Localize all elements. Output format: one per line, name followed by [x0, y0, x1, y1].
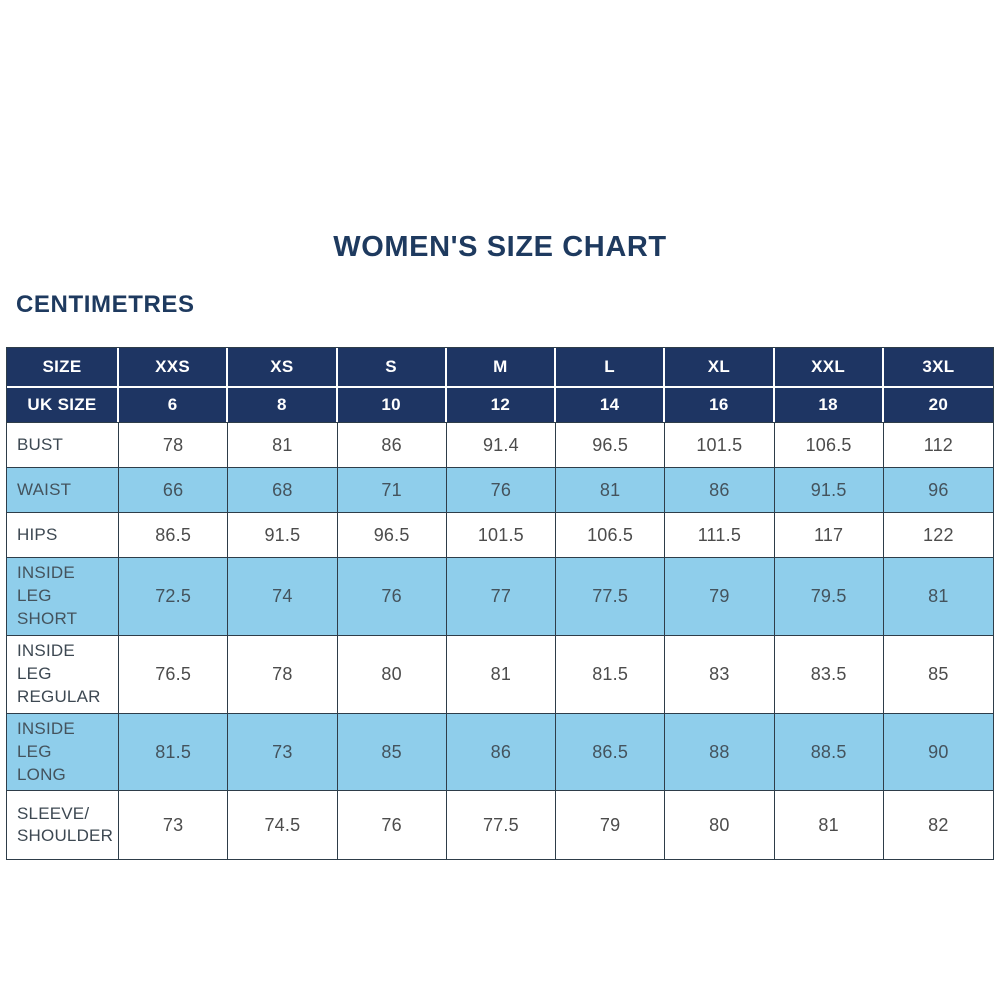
unit-label: CENTIMETRES — [16, 291, 195, 318]
row-label: HIPS — [7, 512, 119, 557]
measurement-value: 88.5 — [774, 712, 884, 791]
measurement-value: 88 — [665, 712, 775, 791]
column-header-xxl: XXL — [774, 348, 884, 388]
measurement-value: 91.5 — [228, 512, 338, 557]
measurement-value: 80 — [337, 634, 447, 713]
measurement-value: 83.5 — [774, 634, 884, 713]
measurement-value: 90 — [883, 712, 993, 791]
table-row: INSIDE LEG LONG 81.5 73 85 86 86.5 88 88.5 90 — [7, 712, 993, 791]
table-row: HIPS 86.5 91.5 96.5 101.5 106.5 111.5 117 122 — [7, 512, 993, 557]
measurement-value: 96 — [883, 467, 993, 512]
measurement-value: 78 — [228, 634, 338, 713]
measurement-value: 81 — [883, 557, 993, 635]
measurement-value: 86.5 — [119, 512, 229, 557]
table-header: SIZE XXS XS S M L XL XXL 3XL UK SIZE 6 8 10 12 14 16 18… — [7, 348, 993, 422]
measurement-value: 71 — [337, 467, 447, 512]
uk-size-value: 20 — [883, 388, 993, 422]
measurement-value: 81 — [556, 467, 666, 512]
uk-size-header-label: UK SIZE — [7, 388, 119, 422]
table-row: INSIDE LEG SHORT 72.5 74 76 77 77.5 79 79.5 81 — [7, 557, 993, 635]
measurement-value: 86 — [665, 467, 775, 512]
measurement-value: 85 — [337, 712, 447, 791]
uk-size-value: 10 — [337, 388, 447, 422]
uk-size-value: 8 — [228, 388, 338, 422]
measurement-value: 83 — [665, 634, 775, 713]
measurement-value: 66 — [119, 467, 229, 512]
measurement-value: 81.5 — [119, 712, 229, 791]
measurement-value: 82 — [883, 790, 993, 860]
size-header-label: SIZE — [7, 348, 119, 388]
measurement-value: 72.5 — [119, 557, 229, 635]
measurement-value: 73 — [228, 712, 338, 791]
measurement-value: 77.5 — [446, 790, 556, 860]
column-header-xxs: XXS — [119, 348, 229, 388]
measurement-value: 111.5 — [665, 512, 775, 557]
column-header-3xl: 3XL — [883, 348, 993, 388]
column-header-xl: XL — [665, 348, 775, 388]
measurement-value: 73 — [119, 790, 229, 860]
size-chart-table: SIZE XXS XS S M L XL XXL 3XL UK SIZE 6 8 10 12 14 16 18… — [6, 347, 994, 861]
measurement-value: 80 — [665, 790, 775, 860]
measurement-value: 78 — [119, 422, 229, 467]
measurement-value: 81 — [446, 634, 556, 713]
measurement-value: 77 — [446, 557, 556, 635]
measurement-value: 76.5 — [119, 634, 229, 713]
measurement-value: 79.5 — [774, 557, 884, 635]
uk-size-value: 14 — [556, 388, 666, 422]
measurement-value: 96.5 — [337, 512, 447, 557]
measurement-value: 77.5 — [556, 557, 666, 635]
measurement-value: 106.5 — [556, 512, 666, 557]
measurement-value: 101.5 — [665, 422, 775, 467]
table-row: WAIST 66 68 71 76 81 86 91.5 96 — [7, 467, 993, 512]
table-row: INSIDE LEG REGULAR 76.5 78 80 81 81.5 83 83.5 85 — [7, 634, 993, 713]
table-row: BUST 78 81 86 91.4 96.5 101.5 106.5 112 — [7, 422, 993, 467]
table-row: SLEEVE/ SHOULDER 73 74.5 76 77.5 79 80 81 82 — [7, 790, 993, 860]
measurement-value: 112 — [883, 422, 993, 467]
measurement-value: 86.5 — [556, 712, 666, 791]
row-label: WAIST — [7, 467, 119, 512]
measurement-value: 79 — [665, 557, 775, 635]
measurement-value: 68 — [228, 467, 338, 512]
measurement-value: 96.5 — [556, 422, 666, 467]
measurement-value: 86 — [446, 712, 556, 791]
uk-size-value: 16 — [665, 388, 775, 422]
row-label: SLEEVE/ SHOULDER — [7, 790, 119, 860]
uk-size-header-row: UK SIZE 6 8 10 12 14 16 18 20 — [7, 388, 993, 422]
measurement-value: 76 — [446, 467, 556, 512]
measurement-value: 91.5 — [774, 467, 884, 512]
measurement-value: 122 — [883, 512, 993, 557]
uk-size-value: 18 — [774, 388, 884, 422]
row-label: INSIDE LEG SHORT — [7, 557, 119, 635]
measurement-value: 74 — [228, 557, 338, 635]
measurement-value: 81 — [774, 790, 884, 860]
column-header-xs: XS — [228, 348, 338, 388]
measurement-value: 79 — [556, 790, 666, 860]
uk-size-value: 6 — [119, 388, 229, 422]
column-header-s: S — [337, 348, 447, 388]
row-label: BUST — [7, 422, 119, 467]
measurement-value: 76 — [337, 557, 447, 635]
measurement-value: 81 — [228, 422, 338, 467]
measurement-value: 117 — [774, 512, 884, 557]
row-label: INSIDE LEG REGULAR — [7, 634, 119, 713]
column-header-m: M — [446, 348, 556, 388]
measurement-value: 91.4 — [446, 422, 556, 467]
measurement-value: 74.5 — [228, 790, 338, 860]
column-header-l: L — [556, 348, 666, 388]
table-body: BUST 78 81 86 91.4 96.5 101.5 106.5 112 WAIST 66 68… — [7, 422, 993, 860]
measurement-value: 76 — [337, 790, 447, 860]
size-header-row: SIZE XXS XS S M L XL XXL 3XL — [7, 348, 993, 388]
uk-size-value: 12 — [446, 388, 556, 422]
measurement-value: 85 — [883, 634, 993, 713]
page-title: WOMEN'S SIZE CHART — [333, 231, 667, 263]
measurement-value: 106.5 — [774, 422, 884, 467]
row-label: INSIDE LEG LONG — [7, 712, 119, 791]
measurement-value: 86 — [337, 422, 447, 467]
measurement-value: 81.5 — [556, 634, 666, 713]
measurement-value: 101.5 — [446, 512, 556, 557]
